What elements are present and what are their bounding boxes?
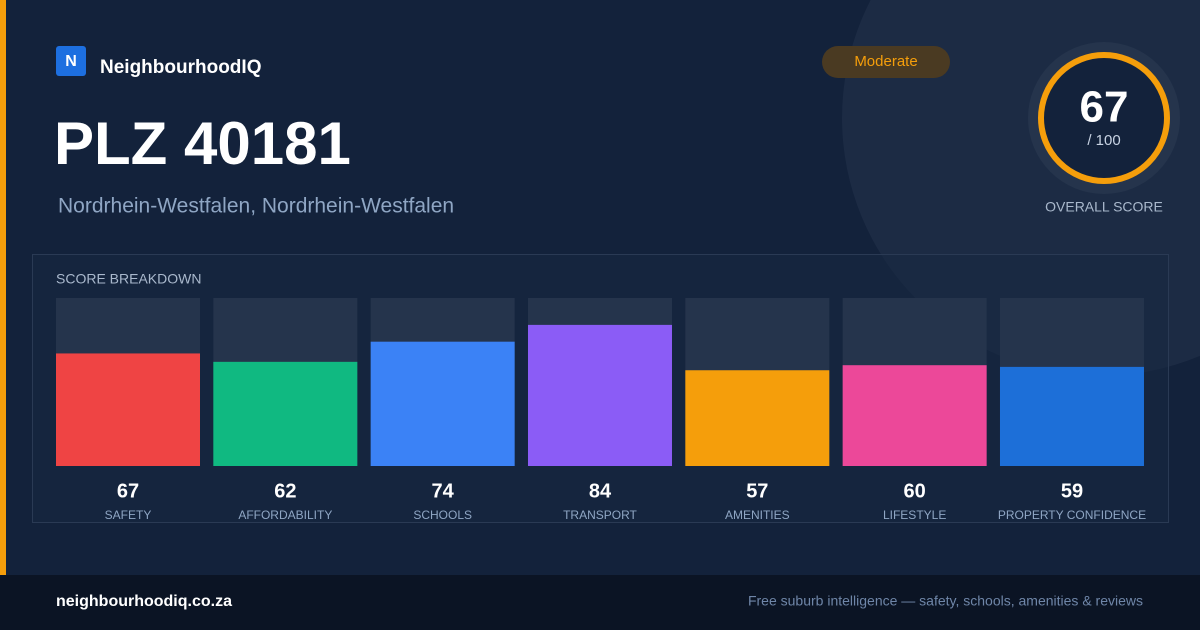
category-label: SAFETY (105, 508, 152, 522)
score-ring (1038, 52, 1170, 184)
overall-score: 67 (1080, 83, 1129, 132)
footer (0, 575, 1200, 630)
value-label: 84 (589, 480, 612, 502)
category-label: SCHOOLS (413, 508, 472, 522)
bar (213, 361, 358, 466)
value-label: 74 (432, 480, 455, 502)
logo-letter: N (65, 53, 77, 70)
overall-max: / 100 (1087, 132, 1120, 149)
footer-site: neighbourhoodiq.co.za (56, 593, 232, 610)
value-label: 62 (274, 480, 296, 502)
subtitle: Nordrhein-Westfalen, Nordrhein-Westfalen (58, 195, 454, 218)
breakdown-title: SCORE BREAKDOWN (56, 271, 201, 287)
value-label: 67 (117, 480, 139, 502)
category-label: PROPERTY CONFIDENCE (998, 508, 1146, 522)
value-label: 57 (746, 480, 768, 502)
category-label: LIFESTYLE (883, 508, 946, 522)
accent-stripe (0, 0, 6, 575)
badge (822, 46, 950, 78)
bar (685, 370, 830, 466)
badge-text: Moderate (854, 53, 917, 70)
value-label: 59 (1061, 480, 1083, 502)
bar (999, 366, 1144, 466)
bar (842, 365, 987, 466)
footer-tagline: Free suburb intelligence — safety, schoo… (748, 593, 1143, 609)
category-label: AFFORDABILITY (238, 508, 332, 522)
bar (56, 353, 200, 466)
title: PLZ 40181 (54, 110, 351, 177)
overall-label: OVERALL SCORE (1045, 199, 1163, 215)
value-label: 60 (904, 480, 926, 502)
bar (370, 341, 515, 466)
logo (56, 46, 86, 76)
category-label: TRANSPORT (563, 508, 637, 522)
bar (527, 324, 672, 466)
category-label: AMENITIES (725, 508, 790, 522)
brand-name: NeighbourhoodIQ (100, 57, 261, 78)
